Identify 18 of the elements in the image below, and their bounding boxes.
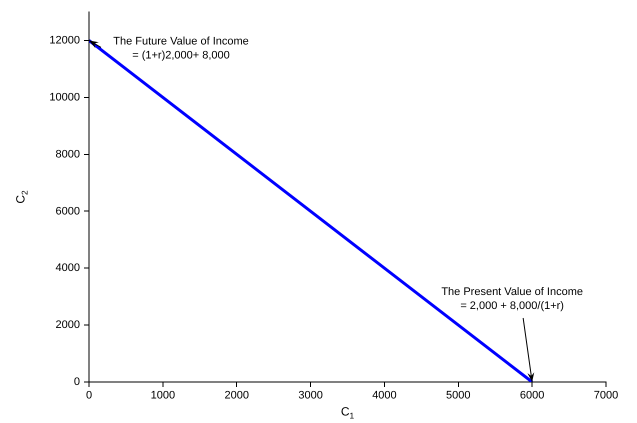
y-tick-label: 4000 bbox=[56, 262, 80, 274]
x-tick-label: 4000 bbox=[372, 390, 397, 402]
x-tick-label: 6000 bbox=[520, 390, 544, 402]
y-tick-label: 12000 bbox=[49, 34, 80, 46]
x-tick-label: 7000 bbox=[594, 390, 618, 402]
x-tick-label: 3000 bbox=[298, 390, 323, 402]
y-tick-label: 6000 bbox=[56, 205, 80, 218]
x-tick-label: 5000 bbox=[446, 390, 471, 402]
y-tick-label: 2000 bbox=[56, 319, 80, 332]
y-tick-label: 0 bbox=[74, 376, 80, 388]
y-tick-label: 8000 bbox=[56, 148, 80, 160]
annotation: The Present Value of Income = 2,000 + 8,000/(1+r) bbox=[441, 286, 583, 312]
x-tick-label: 0 bbox=[86, 390, 92, 402]
y-axis-title: C2 bbox=[13, 190, 30, 204]
x-tick-label: 1000 bbox=[150, 390, 176, 402]
y-tick-label: 10000 bbox=[49, 91, 80, 104]
annotation: The Future Value of Income = (1+r)2,000+ 8,000 bbox=[113, 35, 249, 62]
x-tick-label: 2000 bbox=[224, 390, 249, 402]
